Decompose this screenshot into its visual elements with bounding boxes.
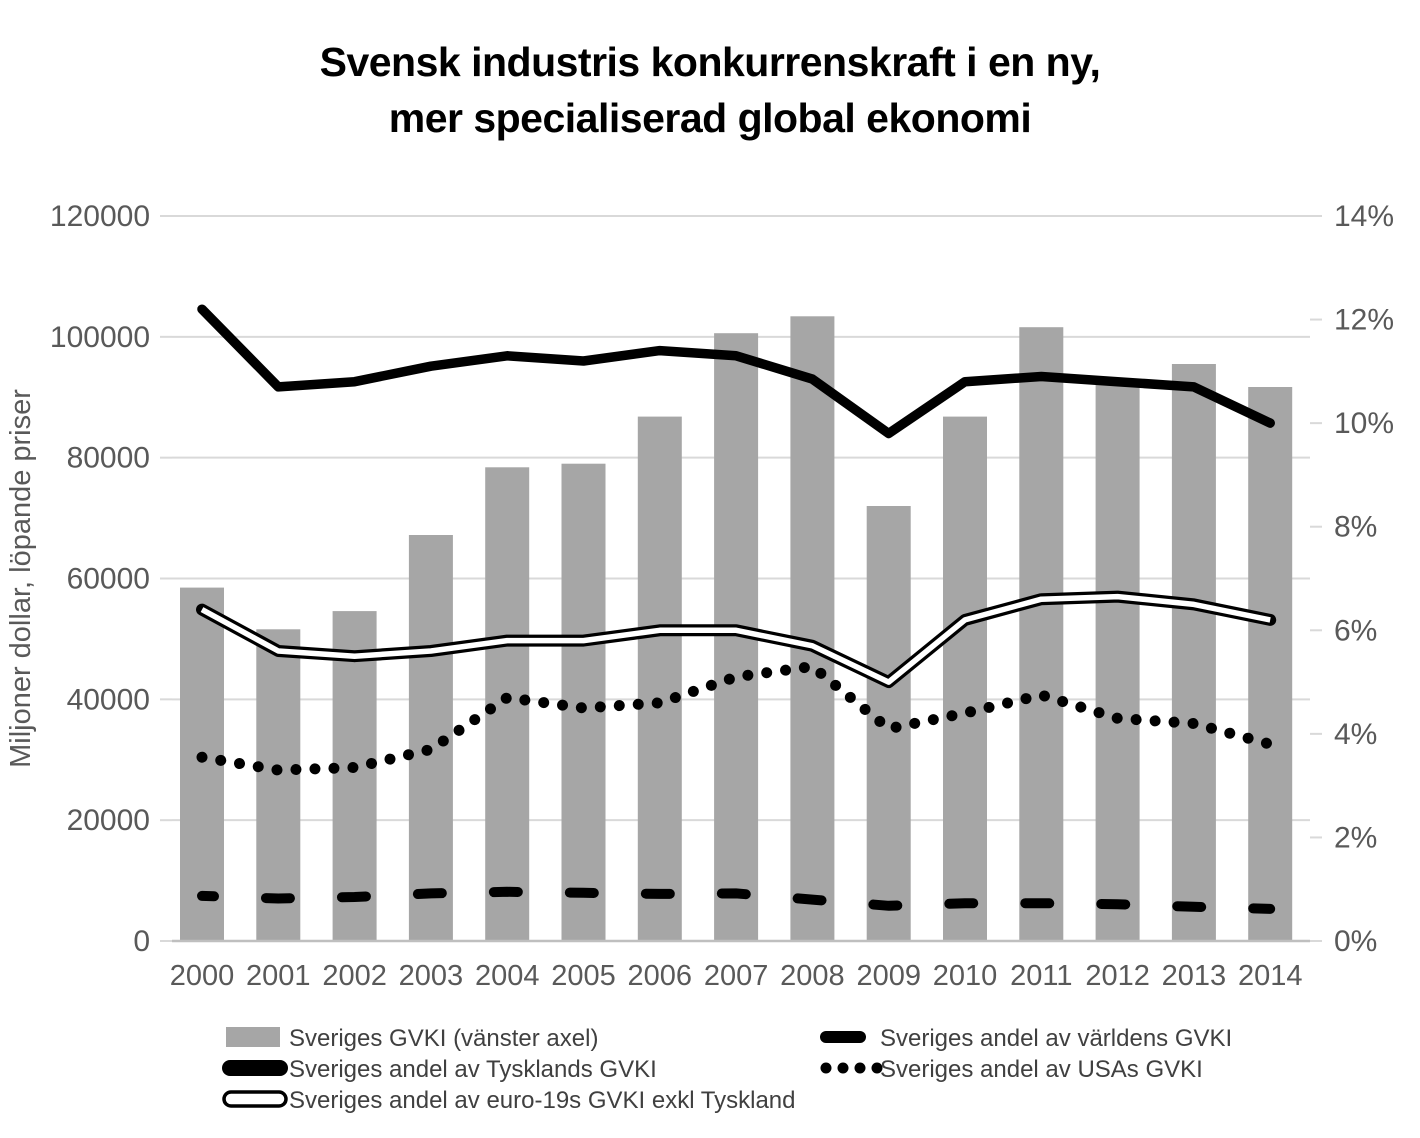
legend-item: Sveriges andel av USAs GVKI [820, 1056, 1203, 1083]
legend-label: Sveriges andel av USAs GVKI [880, 1056, 1203, 1083]
x-axis-year-label: 2003 [399, 960, 464, 992]
right-axis-tick-label: 2% [1334, 821, 1377, 854]
bar [637, 416, 682, 942]
x-axis-year-label: 2007 [704, 960, 769, 992]
x-axis-year-label: 2002 [322, 960, 387, 992]
legend-label: Sveriges GVKI (vänster axel) [289, 1025, 598, 1052]
right-axis-tick-label: 4% [1334, 718, 1377, 751]
right-axis-tick-label: 0% [1334, 925, 1377, 958]
left-axis-tick-label: 20000 [67, 804, 150, 837]
x-axis-year-label: 2009 [856, 960, 921, 992]
left-axis-tick-label: 40000 [67, 683, 150, 716]
left-axis-tick-label: 60000 [67, 563, 150, 596]
right-axis-tick-label: 10% [1334, 407, 1394, 440]
chart-title: Svensk industris konkurrenskraft i en ny… [0, 34, 1420, 146]
bar [332, 611, 377, 941]
left-axis-tick-label: 100000 [50, 321, 150, 354]
chart-title-line2: mer specialiserad global ekonomi [388, 95, 1032, 141]
x-axis-year-label: 2006 [628, 960, 693, 992]
left-axis-tick-label: 120000 [50, 200, 150, 233]
bar [1248, 387, 1293, 941]
legend-swatch-bar [226, 1027, 280, 1047]
bar [790, 316, 835, 941]
left-axis-labels: 0 20000 40000 60000 80000 100000 120000 [50, 200, 150, 958]
bar [1019, 327, 1064, 941]
right-axis-labels: 0% 2% 4% 6% 8% 10% 12% 14% [1334, 200, 1394, 958]
legend-item: Sveriges andel av världens GVKI [820, 1025, 1232, 1052]
legend-swatch-dotted-line [837, 1062, 849, 1074]
legend-swatch-dotted-line [854, 1062, 866, 1074]
bar [180, 587, 224, 941]
right-axis-tick-label: 6% [1334, 614, 1377, 647]
legend-swatch-dotted-line [871, 1062, 883, 1074]
left-axis-tick-label: 0 [133, 925, 150, 958]
legend-swatch-double-line [222, 1090, 288, 1108]
double-line-inner [200, 593, 1271, 685]
legend-label: Sveriges andel av Tysklands GVKI [289, 1056, 657, 1083]
legend-label: Sveriges andel av euro-19s GVKI exkl Tys… [289, 1087, 795, 1114]
legend-item: Sveriges andel av euro-19s GVKI exkl Tys… [222, 1087, 795, 1114]
bar [1171, 364, 1216, 941]
bar [1095, 383, 1140, 941]
legend-swatch-dotted-line [820, 1062, 832, 1074]
x-axis-labels: 2000 2001 2002 2003 2004 2005 2006 2007 2008 2009… [170, 960, 1303, 992]
right-axis-tick-label: 8% [1334, 511, 1377, 544]
x-axis-year-label: 2005 [551, 960, 616, 992]
x-axis-year-label: 2001 [246, 960, 311, 992]
x-axis-year-label: 2012 [1085, 960, 1150, 992]
right-axis-tick-label: 12% [1334, 304, 1394, 337]
bar [866, 506, 911, 941]
line-tyskland-solid [197, 304, 1275, 439]
left-axis-tick-label: 80000 [67, 442, 150, 475]
legend-item: Sveriges andel av Tysklands GVKI [222, 1056, 657, 1083]
legend: Sveriges GVKI (vänster axel) Sveriges and… [222, 1025, 1232, 1114]
right-axis-tick-label: 14% [1334, 200, 1394, 233]
x-axis-year-label: 2014 [1238, 960, 1303, 992]
bar [256, 629, 301, 942]
legend-item: Sveriges GVKI (vänster axel) [226, 1025, 598, 1052]
left-axis-title: Miljoner dollar, löpande priser [5, 389, 37, 768]
x-axis-year-label: 2004 [475, 960, 540, 992]
axis-ticks [160, 215, 1322, 942]
x-axis-year-label: 2011 [1010, 960, 1072, 992]
legend-label: Sveriges andel av världens GVKI [880, 1025, 1232, 1052]
x-axis-year-label: 2000 [170, 960, 235, 992]
x-axis-year-label: 2008 [780, 960, 845, 992]
bar [943, 416, 987, 942]
line-varlden-dashed [197, 886, 1276, 914]
x-axis-year-label: 2010 [933, 960, 998, 992]
line-euro19-double [196, 590, 1277, 689]
chart-title-line1: Svensk industris konkurrenskraft i en ny… [319, 39, 1101, 85]
x-axis-year-label: 2013 [1162, 960, 1227, 992]
